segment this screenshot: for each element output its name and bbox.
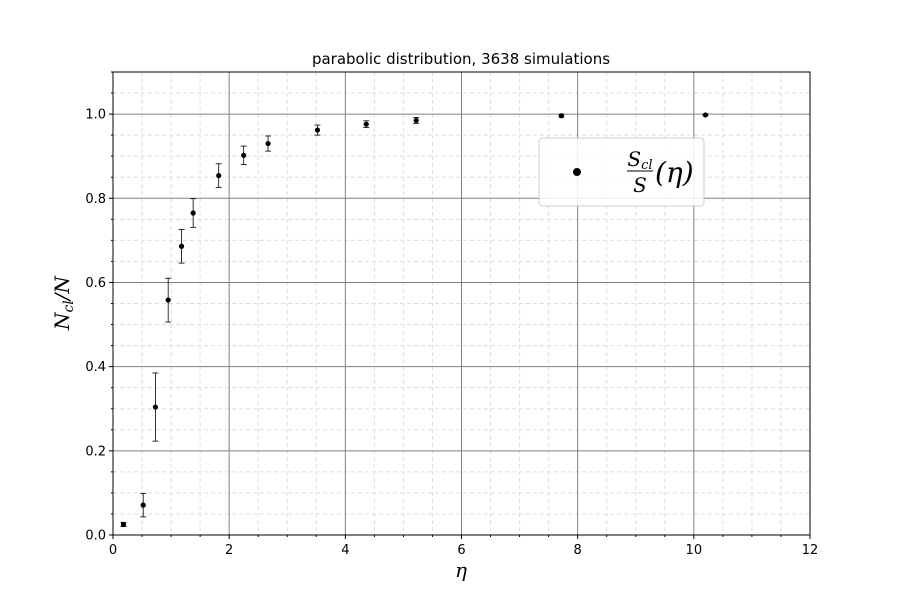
y-axis-label-sub: cl — [61, 300, 77, 312]
point-marker — [702, 112, 709, 118]
data-point — [165, 277, 172, 323]
y-tick-labels: 0.0 0.2 0.4 0.6 0.8 1.0 — [85, 108, 106, 544]
data-point — [215, 163, 222, 188]
y-axis-label: Ncl/N — [50, 274, 77, 331]
y-tick-label: 0.8 — [85, 192, 106, 207]
y-tick-label: 0.6 — [85, 276, 106, 291]
y-tick-label: 0.0 — [85, 529, 106, 544]
major-grid — [112, 72, 811, 536]
point-marker — [165, 297, 171, 303]
y-tick-label: 0.2 — [85, 444, 106, 459]
point-marker — [314, 127, 321, 133]
data-point — [363, 120, 370, 128]
data-point — [558, 113, 565, 119]
point-marker — [241, 152, 247, 158]
point-marker — [140, 502, 146, 508]
x-tick-label: 0 — [109, 543, 117, 558]
axis-ticks — [109, 71, 811, 539]
point-marker — [413, 117, 419, 124]
legend-label-denominator: S — [633, 173, 647, 197]
legend-label-numerator: Scl — [627, 147, 652, 173]
x-tick-label: 2 — [225, 543, 233, 558]
data-point — [702, 112, 709, 118]
x-tick-label: 6 — [457, 543, 465, 558]
legend-num-sub: cl — [641, 158, 652, 173]
y-axis-label-main: N — [50, 311, 74, 331]
legend-num-main: S — [627, 147, 641, 171]
point-marker — [363, 121, 369, 127]
x-tick-label: 10 — [686, 543, 703, 558]
point-marker — [265, 140, 271, 147]
x-tick-labels: 0 2 4 6 8 10 12 — [109, 543, 818, 558]
point-marker — [558, 113, 565, 119]
y-tick-label: 1.0 — [85, 108, 106, 123]
data-point — [314, 124, 321, 136]
data-point — [120, 521, 127, 528]
legend-box — [538, 137, 705, 207]
legend-label-argument: (η) — [655, 156, 694, 189]
data-point — [240, 145, 247, 166]
x-tick-label: 12 — [802, 543, 819, 558]
x-tick-label: 8 — [574, 543, 582, 558]
data-point — [178, 229, 185, 264]
data-point — [190, 198, 197, 228]
point-marker — [216, 172, 222, 179]
point-marker — [152, 404, 159, 410]
x-tick-label: 4 — [341, 543, 349, 558]
legend-marker — [573, 168, 581, 176]
plot-frame — [112, 71, 811, 536]
point-marker — [178, 243, 185, 249]
y-axis-label-suffix: /N — [50, 274, 74, 302]
data-point — [140, 492, 147, 518]
x-axis-label: η — [455, 558, 467, 582]
point-marker — [190, 210, 196, 216]
point-marker — [120, 521, 127, 528]
data-points — [120, 112, 709, 528]
legend: Scl S (η) — [538, 137, 705, 207]
data-point — [265, 135, 272, 152]
data-point — [413, 117, 420, 124]
data-point — [152, 372, 159, 442]
chart-title: parabolic distribution, 3638 simulations — [312, 50, 610, 68]
y-tick-label: 0.4 — [85, 360, 106, 375]
